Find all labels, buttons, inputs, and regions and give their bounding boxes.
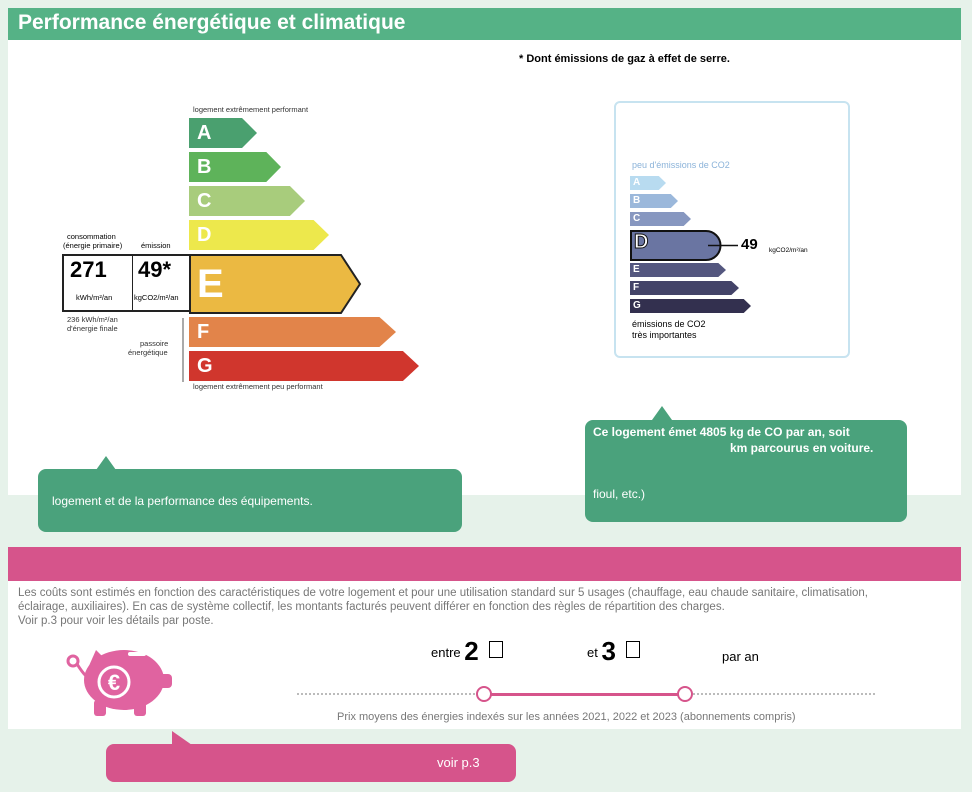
consumption-unit: kWh/m²/an <box>76 293 113 302</box>
emission-unit: kgCO2/m²/an <box>134 293 179 302</box>
co2-value: 49 <box>741 236 758 253</box>
passoire-line <box>182 318 184 382</box>
costs-description-line2: éclairage, auxiliaires). En cas de systè… <box>18 601 725 613</box>
costs-panel <box>8 581 961 729</box>
value-divider <box>132 254 133 312</box>
bottom-caption: logement extrêmement peu performant <box>193 382 323 391</box>
co2-class-d-arrow <box>630 230 738 261</box>
consumption-value: 271 <box>70 257 107 282</box>
header-bar: Performance énergétique et climatique <box>8 8 961 40</box>
co2-class-f: F <box>630 281 739 295</box>
cost-from-value: 2 <box>464 636 479 666</box>
co2-class-b: B <box>630 194 678 208</box>
footnote: * Dont émissions de gaz à effet de serre… <box>519 53 730 65</box>
currency-symbol-icon <box>625 641 640 658</box>
final-energy-line1: 236 kWh/m²/an <box>67 315 118 324</box>
co2-class-c: C <box>630 212 691 226</box>
bubble-right-line2: km parcourus en voiture. <box>730 441 874 455</box>
see-page-bubble <box>106 744 516 782</box>
final-energy-line2: d'énergie finale <box>67 324 118 333</box>
top-caption: logement extrêmement performant <box>193 105 309 114</box>
costs-description-line1: Les coûts sont estimés en fonction des c… <box>18 587 869 599</box>
cost-range-from: entre 2 <box>431 636 503 667</box>
bubble-left-tail <box>96 456 116 470</box>
class-b-arrow: B <box>189 152 281 182</box>
consumption-label: consommation <box>67 232 116 241</box>
current-value-box <box>62 254 190 312</box>
bubble-right-line3: fioul, etc.) <box>593 487 646 501</box>
co2-class-g: G <box>630 299 751 313</box>
consumption-sublabel: (énergie primaire) <box>63 241 123 250</box>
emission-value: 49* <box>138 257 172 282</box>
class-a-arrow: A <box>189 118 257 148</box>
class-e-letter: E <box>197 262 224 306</box>
cost-from-prefix: entre <box>431 645 461 660</box>
co2-class-a: A <box>630 176 666 190</box>
class-c-arrow: C <box>189 186 305 216</box>
class-d-arrow: D <box>189 220 329 250</box>
cost-max-marker <box>677 686 693 702</box>
piggy-bank-icon: € <box>66 650 172 716</box>
costs-description-line3: Voir p.3 pour voir les détails par poste… <box>18 615 214 627</box>
co2-class-e: E <box>630 263 726 277</box>
emission-label: émission <box>141 241 171 250</box>
page-title: Performance énergétique et climatique <box>18 11 406 34</box>
see-page-link[interactable]: voir p.3 <box>437 755 480 770</box>
cost-min-marker <box>476 686 492 702</box>
cost-range-to: et 3 <box>587 636 640 667</box>
cost-caption: Prix moyens des énergies indexés sur les… <box>337 711 796 723</box>
cost-to-value: 3 <box>601 636 616 666</box>
co2-footer-line1: émissions de CO2 <box>632 319 706 329</box>
co2-footer: émissions de CO2 très importantes <box>632 319 706 341</box>
bubble-right-line1: Ce logement émet 4805 kg de CO par an, s… <box>593 425 850 439</box>
bubble-right-tail <box>652 406 672 420</box>
co2-title: peu d'émissions de CO2 <box>632 160 730 170</box>
passoire-line2: énergétique <box>128 348 168 357</box>
bubble-left-text: logement et de la performance des équipe… <box>52 494 313 508</box>
currency-symbol-icon <box>488 641 503 658</box>
cost-to-prefix: et <box>587 645 598 660</box>
co2-unit: kgCO2/m²/an <box>769 247 808 254</box>
svg-text:€: € <box>108 670 120 695</box>
costs-description: Les coûts sont estimés en fonction des c… <box>18 586 948 628</box>
class-g-arrow: G <box>189 351 419 381</box>
cost-period: par an <box>722 649 759 664</box>
class-e-arrow-outline <box>189 254 362 314</box>
costs-header-band <box>8 547 961 581</box>
co2-label-box <box>614 101 850 358</box>
see-page-tail <box>172 731 192 745</box>
cost-range-bar <box>484 693 685 696</box>
passoire-line1: passoire <box>140 339 169 348</box>
co2-footer-line2: très importantes <box>632 330 697 340</box>
bubble-right: Ce logement émet 4805 kg de CO par an, s… <box>585 420 907 522</box>
bubble-left: logement et de la performance des équipe… <box>38 469 462 532</box>
co2-class-d-letter: D <box>633 231 649 254</box>
class-f-arrow: F <box>189 317 396 347</box>
